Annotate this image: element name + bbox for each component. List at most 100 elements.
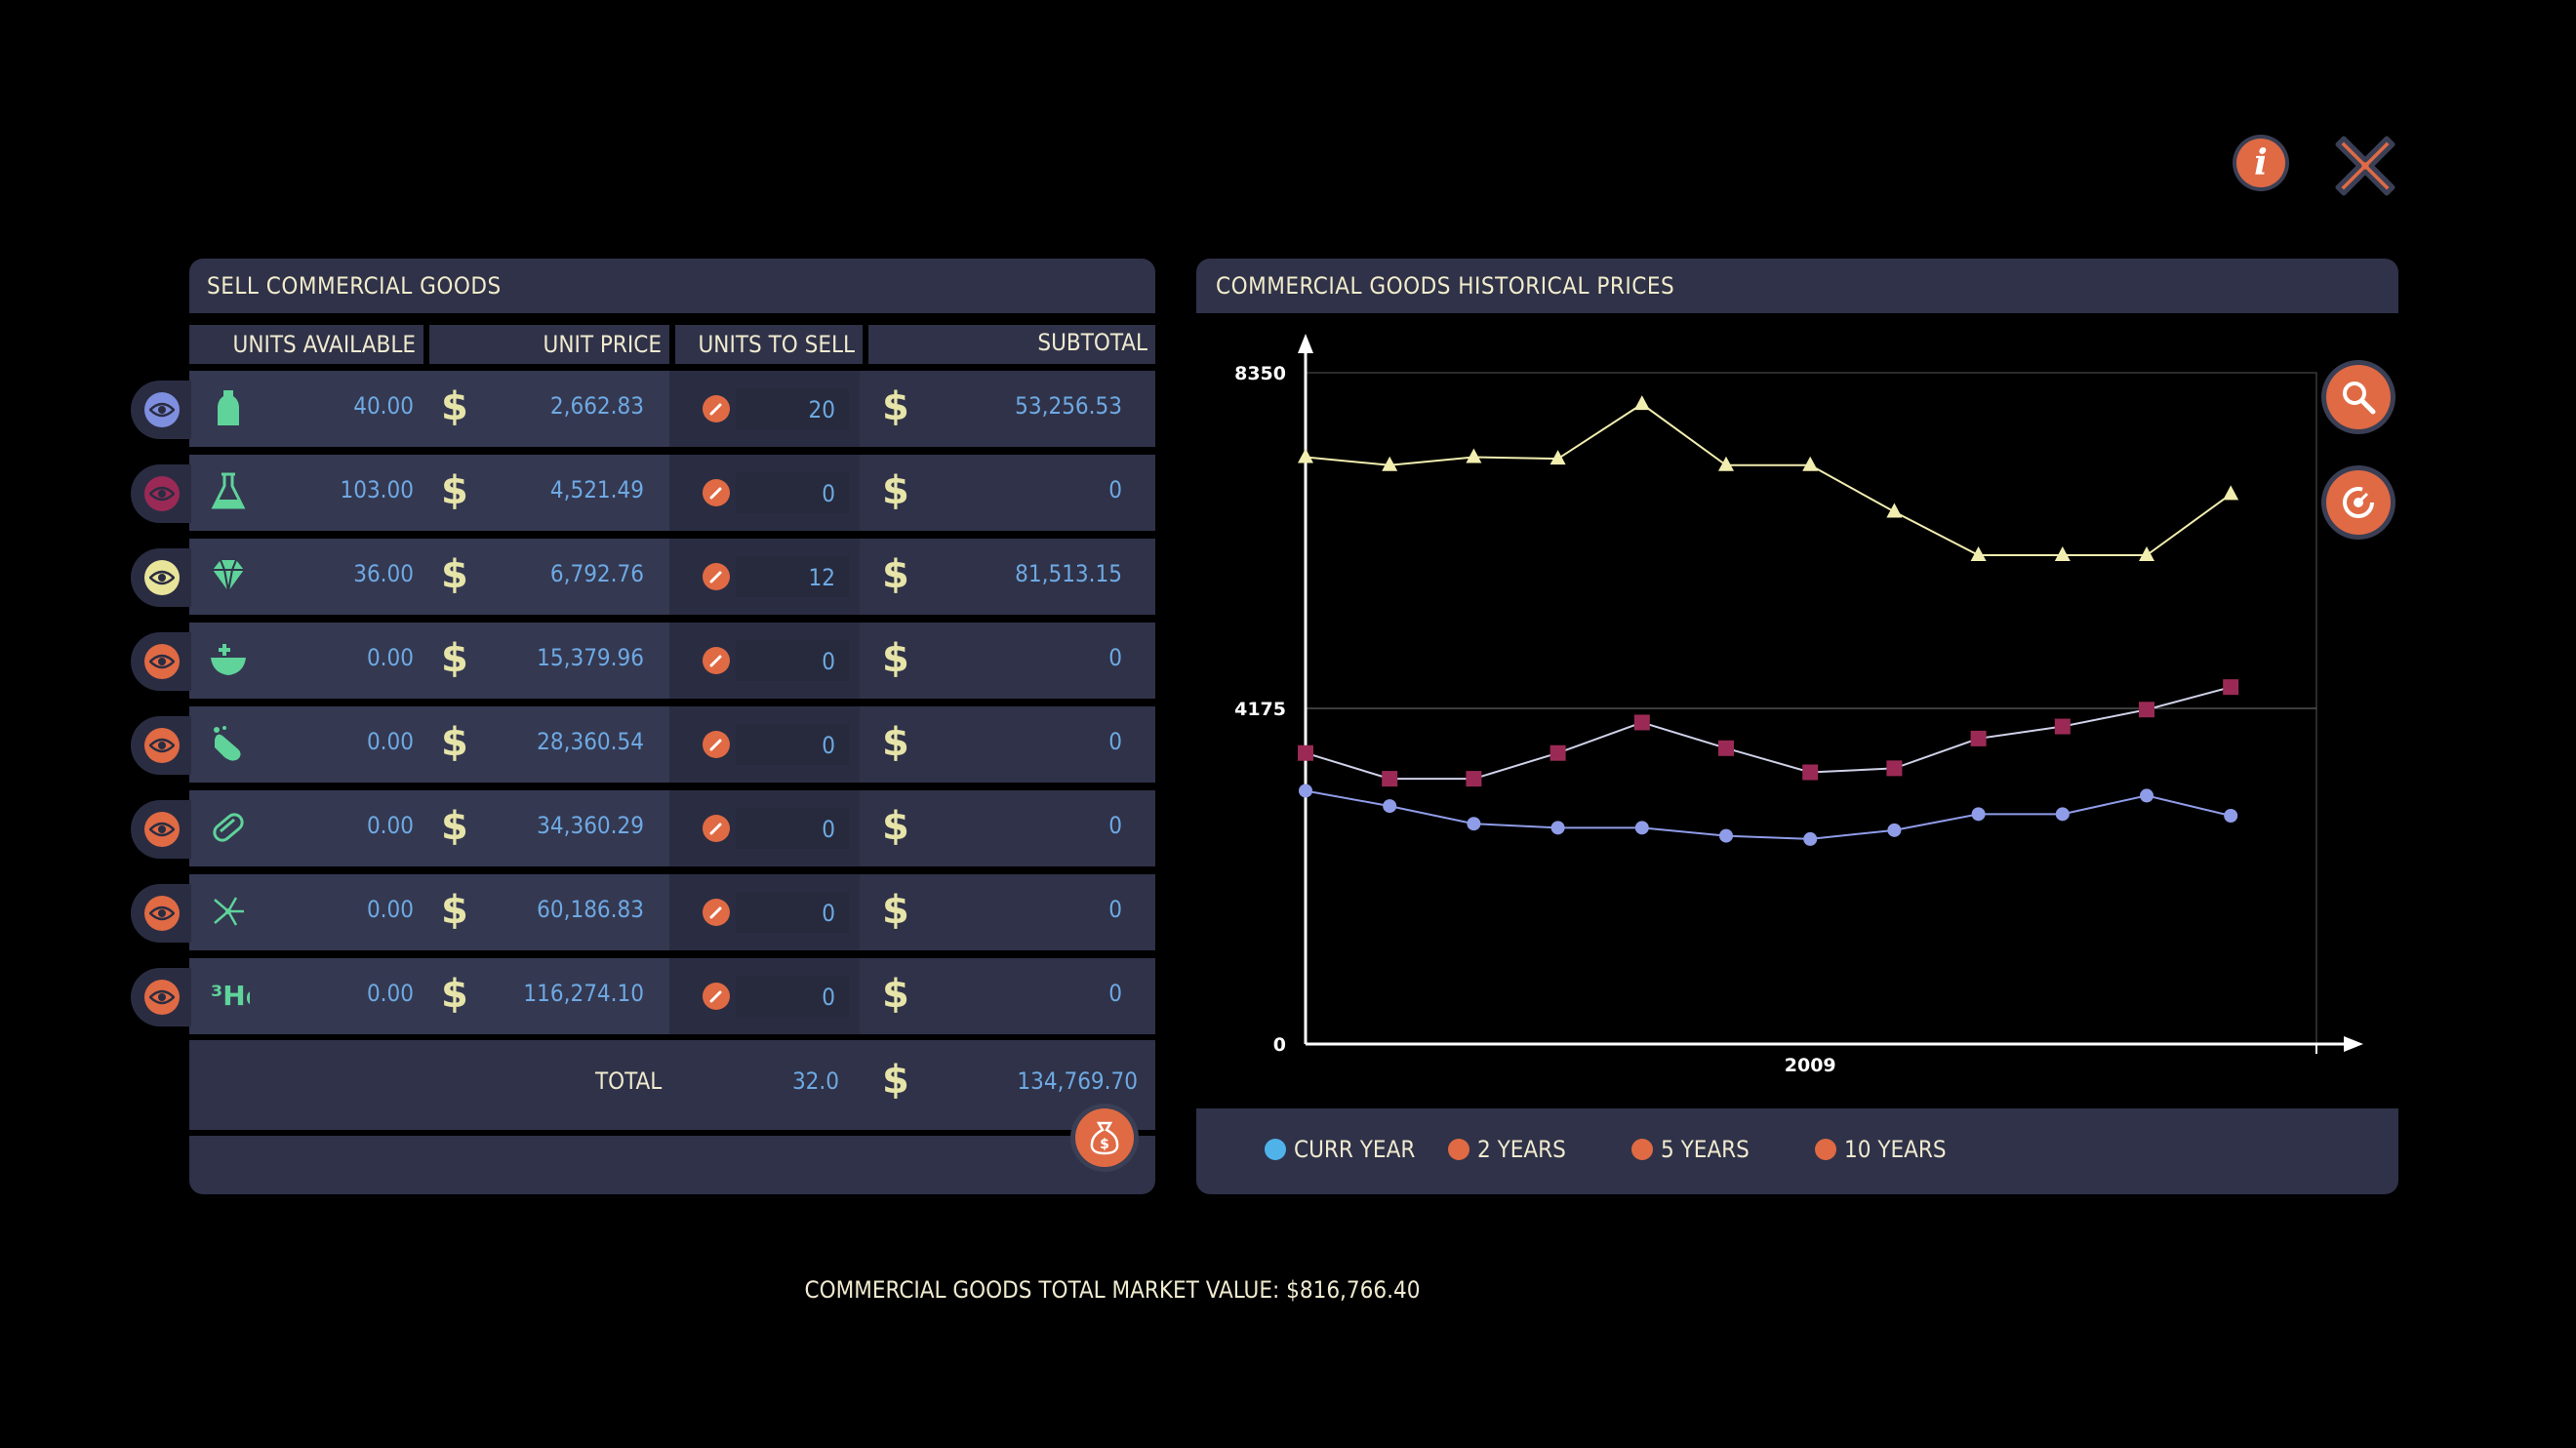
eye-dot xyxy=(144,728,180,763)
series-line xyxy=(1305,686,2232,781)
row-subtotal: 53,256.53 xyxy=(1015,392,1122,420)
data-point xyxy=(1634,821,1649,835)
units-available: 0.00 xyxy=(366,728,414,755)
table-row: ³He 0.00 $116,274.10 0 $0 xyxy=(131,958,1155,1034)
legend-2-years[interactable]: 2 YEARS xyxy=(1448,1136,1566,1163)
data-point xyxy=(1382,771,1398,787)
row-left-segment xyxy=(189,706,669,783)
visibility-toggle[interactable] xyxy=(131,716,191,775)
eye-dot xyxy=(144,644,180,679)
total-label: TOTAL xyxy=(595,1067,663,1095)
units-available: 0.00 xyxy=(366,644,414,671)
x-tick-label: 2009 xyxy=(1785,1055,1836,1076)
molecule-icon xyxy=(214,897,244,926)
edit-quantity-button[interactable] xyxy=(703,647,730,674)
data-point xyxy=(1802,764,1819,781)
edit-quantity-button[interactable] xyxy=(703,395,730,422)
row-left-segment xyxy=(189,623,669,699)
data-point xyxy=(2054,546,2071,562)
eye-dot xyxy=(144,896,180,931)
edit-quantity-button[interactable] xyxy=(703,815,730,842)
subtotal-dollar-icon: $ xyxy=(882,468,909,513)
visibility-toggle[interactable] xyxy=(131,548,191,607)
x-axis-arrow xyxy=(2344,1036,2363,1052)
edit-quantity-button[interactable] xyxy=(703,563,730,590)
row-left-segment xyxy=(189,790,669,866)
price-dollar-icon: $ xyxy=(441,468,468,513)
data-point xyxy=(1718,740,1734,756)
sell-button[interactable]: $ xyxy=(1075,1108,1134,1167)
data-point xyxy=(2055,807,2070,822)
row-subtotal: 81,513.15 xyxy=(1015,560,1122,587)
edit-quantity-button[interactable] xyxy=(703,983,730,1010)
visibility-toggle[interactable] xyxy=(131,381,191,439)
units-to-sell-input[interactable]: 20 xyxy=(736,388,849,429)
price-dollar-icon: $ xyxy=(441,552,468,597)
data-point xyxy=(1550,744,1566,761)
price-dollar-icon: $ xyxy=(441,888,468,933)
gem-icon xyxy=(213,559,244,592)
units-to-sell-input[interactable]: 0 xyxy=(736,640,849,681)
edit-quantity-button[interactable] xyxy=(703,479,730,506)
legend-5-years[interactable]: 5 YEARS xyxy=(1631,1136,1750,1163)
data-point xyxy=(1719,828,1733,843)
edit-quantity-button[interactable] xyxy=(703,731,730,758)
edit-quantity-button[interactable] xyxy=(703,899,730,926)
y-tick-label: 0 xyxy=(1273,1034,1286,1056)
visibility-toggle[interactable] xyxy=(131,632,191,691)
table-row: 36.00 $6,792.76 12 $81,513.15 xyxy=(131,539,1155,615)
legend-dot xyxy=(1815,1139,1836,1160)
legend-curr-year[interactable]: CURR YEAR xyxy=(1265,1136,1415,1163)
header-units-available: UNITS AVAILABLE xyxy=(189,325,423,364)
row-subtotal: 0 xyxy=(1108,644,1122,671)
table-row: 103.00 $4,521.49 0 $0 xyxy=(131,455,1155,531)
visibility-toggle[interactable] xyxy=(131,968,191,1026)
row-subtotal: 0 xyxy=(1108,476,1122,503)
data-point xyxy=(1550,821,1565,835)
unit-price: 60,186.83 xyxy=(537,896,644,923)
units-to-sell-input[interactable]: 0 xyxy=(736,892,849,933)
reset-view-button[interactable] xyxy=(2326,470,2391,535)
visibility-toggle[interactable] xyxy=(131,800,191,859)
row-subtotal: 0 xyxy=(1108,728,1122,755)
eye-dot xyxy=(144,560,180,595)
legend-dot xyxy=(1631,1139,1653,1160)
close-icon[interactable] xyxy=(2326,127,2404,205)
units-to-sell-input[interactable]: 12 xyxy=(736,556,849,597)
data-point xyxy=(2223,485,2239,501)
subtotal-dollar-icon: $ xyxy=(882,636,909,681)
eye-icon xyxy=(149,486,175,502)
data-point xyxy=(1382,456,1398,471)
visibility-toggle[interactable] xyxy=(131,464,191,523)
total-row: TOTAL 32.0 $ 134,769.70 xyxy=(189,1040,1155,1130)
units-to-sell-input[interactable]: 0 xyxy=(736,472,849,513)
units-to-sell-input[interactable]: 0 xyxy=(736,808,849,849)
money-bag-icon: $ xyxy=(1090,1121,1119,1155)
table-row: 40.00 $2,662.83 20 $53,256.53 xyxy=(131,371,1155,447)
data-point xyxy=(1467,817,1481,831)
total-value: 134,769.70 xyxy=(1017,1067,1138,1095)
data-point xyxy=(1299,784,1312,798)
y-tick-label: 4175 xyxy=(1234,699,1286,720)
table-row: 0.00 $28,360.54 0 $0 xyxy=(131,706,1155,783)
eye-icon xyxy=(149,654,175,669)
series-line xyxy=(1305,402,2232,557)
units-to-sell-input[interactable]: 0 xyxy=(736,724,849,765)
unit-price: 15,379.96 xyxy=(537,644,644,671)
data-point xyxy=(1383,799,1397,814)
units-to-sell-input[interactable]: 0 xyxy=(736,976,849,1017)
price-dollar-icon: $ xyxy=(441,636,468,681)
eye-icon xyxy=(149,989,175,1005)
zoom-button[interactable] xyxy=(2326,365,2391,429)
visibility-toggle[interactable] xyxy=(131,884,191,943)
price-dollar-icon: $ xyxy=(441,972,468,1017)
legend-10-years[interactable]: 10 YEARS xyxy=(1815,1136,1947,1163)
data-point xyxy=(2223,679,2239,696)
price-dollar-icon: $ xyxy=(441,804,468,849)
subtotal-dollar-icon: $ xyxy=(882,804,909,849)
data-point xyxy=(2139,702,2154,718)
eye-icon xyxy=(149,402,175,418)
info-button[interactable]: i xyxy=(2236,139,2285,187)
subtotal-dollar-icon: $ xyxy=(882,972,909,1017)
sell-panel-title-bar: SELL COMMERCIAL GOODS xyxy=(189,259,1155,313)
